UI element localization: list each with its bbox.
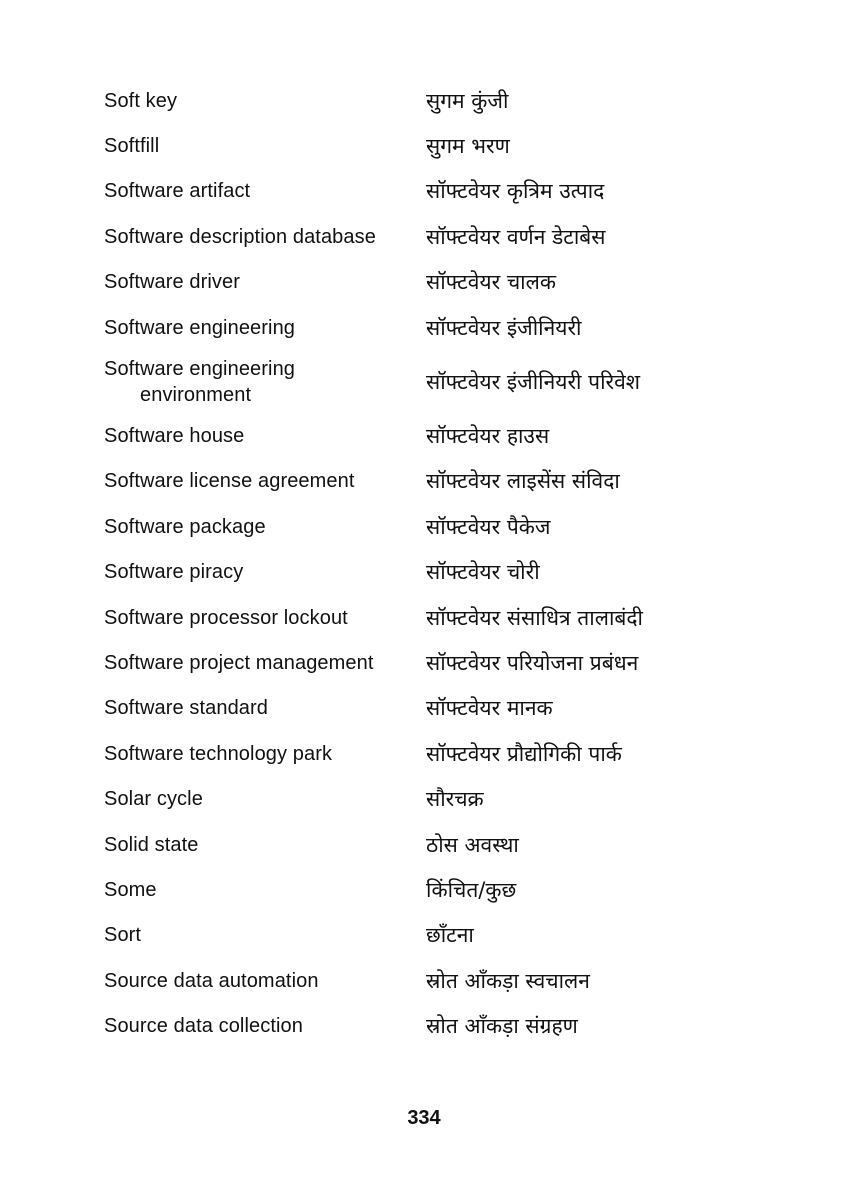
glossary-entry: Solar cycle सौरचक्र bbox=[104, 776, 804, 821]
english-term: Soft key bbox=[104, 89, 178, 112]
hindi-translation: सॉफ्टवेयर कृत्रिम उत्पाद bbox=[426, 179, 605, 204]
hindi-translation: सॉफ्टवेयर परियोजना प्रबंधन bbox=[426, 650, 639, 675]
hindi-translation: सुगम भरण bbox=[426, 134, 510, 159]
glossary-entry: Sort छाँटना bbox=[104, 913, 804, 958]
hindi-translation: किंचित/कुछ bbox=[426, 877, 517, 902]
hindi-translation: स्रोत आँकड़ा स्वचालन bbox=[426, 968, 590, 993]
hindi-translation: सॉफ्टवेयर वर्णन डेटाबेस bbox=[426, 224, 606, 249]
hindi-translation: सॉफ्टवेयर संसाधित्र तालाबंदी bbox=[426, 605, 643, 630]
english-term: Software technology park bbox=[104, 742, 333, 765]
english-term: Software driver bbox=[104, 271, 240, 294]
glossary-entry: Software processor lockout सॉफ्टवेयर संस… bbox=[104, 595, 804, 640]
english-term: Software engineering environment bbox=[104, 356, 414, 408]
glossary-entry: Soft key सुगम कुंजी bbox=[104, 78, 804, 123]
glossary-entry: Source data collection स्रोत आँकड़ा संग्… bbox=[104, 1003, 804, 1048]
hindi-translation: सॉफ्टवेयर चालक bbox=[426, 270, 556, 295]
glossary-entry: Software package सॉफ्टवेयर पैकेज bbox=[104, 504, 804, 549]
hindi-translation: सॉफ्टवेयर मानक bbox=[426, 696, 553, 721]
hindi-translation: सॉफ्टवेयर पैकेज bbox=[426, 514, 551, 539]
english-term: Software house bbox=[104, 425, 245, 448]
glossary-entry: Software engineering environment सॉफ्टवे… bbox=[104, 350, 804, 413]
glossary-entry: Source data automation स्रोत आँकड़ा स्वच… bbox=[104, 958, 804, 1003]
english-term: Software standard bbox=[104, 697, 269, 720]
glossary-entry: Softfill सुगम भरण bbox=[104, 123, 804, 168]
hindi-translation: सॉफ्टवेयर चोरी bbox=[426, 560, 540, 585]
english-term: Software project management bbox=[104, 651, 374, 674]
english-term: Source data automation bbox=[104, 969, 319, 992]
english-term: Sort bbox=[104, 924, 142, 947]
english-term: Source data collection bbox=[104, 1015, 303, 1038]
page-number: 334 bbox=[407, 1107, 441, 1129]
hindi-translation: सौरचक्र bbox=[426, 787, 484, 812]
english-term-line1: Software engineering bbox=[104, 357, 296, 380]
hindi-translation: छाँटना bbox=[426, 923, 474, 948]
english-term: Solid state bbox=[104, 833, 199, 856]
hindi-translation: सॉफ्टवेयर प्रौद्योगिकी पार्क bbox=[426, 741, 622, 766]
glossary-entry: Software license agreement सॉफ्टवेयर लाइ… bbox=[104, 459, 804, 504]
english-term: Software description database bbox=[104, 225, 376, 248]
english-term: Software engineering bbox=[104, 316, 296, 339]
glossary-entry: Software standard सॉफ्टवेयर मानक bbox=[104, 686, 804, 731]
glossary-entry: Software house सॉफ्टवेयर हाउस bbox=[104, 413, 804, 458]
english-term: Software license agreement bbox=[104, 470, 355, 493]
english-term: Software package bbox=[104, 515, 266, 538]
english-term: Software piracy bbox=[104, 561, 244, 584]
glossary-entry: Solid state ठोस अवस्था bbox=[104, 822, 804, 867]
hindi-translation: सॉफ्टवेयर लाइसेंस संविदा bbox=[426, 469, 620, 494]
english-term-line2: environment bbox=[140, 383, 252, 406]
english-term: Some bbox=[104, 878, 157, 901]
hindi-translation: सॉफ्टवेयर हाउस bbox=[426, 424, 550, 449]
glossary-list: Soft key सुगम कुंजी Softfill सुगम भरण So… bbox=[104, 78, 804, 1049]
hindi-translation: ठोस अवस्था bbox=[426, 832, 519, 857]
glossary-entry: Software driver सॉफ्टवेयर चालक bbox=[104, 260, 804, 305]
glossary-entry: Software artifact सॉफ्टवेयर कृत्रिम उत्प… bbox=[104, 169, 804, 214]
glossary-entry: Software technology park सॉफ्टवेयर प्रौद… bbox=[104, 731, 804, 776]
english-term: Softfill bbox=[104, 135, 160, 158]
hindi-translation: सॉफ्टवेयर इंजीनियरी bbox=[426, 315, 582, 340]
english-term: Solar cycle bbox=[104, 788, 203, 811]
english-term: Software artifact bbox=[104, 180, 251, 203]
hindi-translation: सॉफ्टवेयर इंजीनियरी परिवेश bbox=[426, 369, 641, 394]
glossary-entry: Software project management सॉफ्टवेयर पर… bbox=[104, 640, 804, 685]
hindi-translation: सुगम कुंजी bbox=[426, 88, 509, 113]
glossary-entry: Software description database सॉफ्टवेयर … bbox=[104, 214, 804, 259]
glossary-entry: Software piracy सॉफ्टवेयर चोरी bbox=[104, 550, 804, 595]
hindi-translation: स्रोत आँकड़ा संग्रहण bbox=[426, 1014, 578, 1039]
english-term: Software processor lockout bbox=[104, 606, 348, 629]
glossary-entry: Some किंचित/कुछ bbox=[104, 867, 804, 912]
glossary-entry: Software engineering सॉफ्टवेयर इंजीनियरी bbox=[104, 305, 804, 350]
